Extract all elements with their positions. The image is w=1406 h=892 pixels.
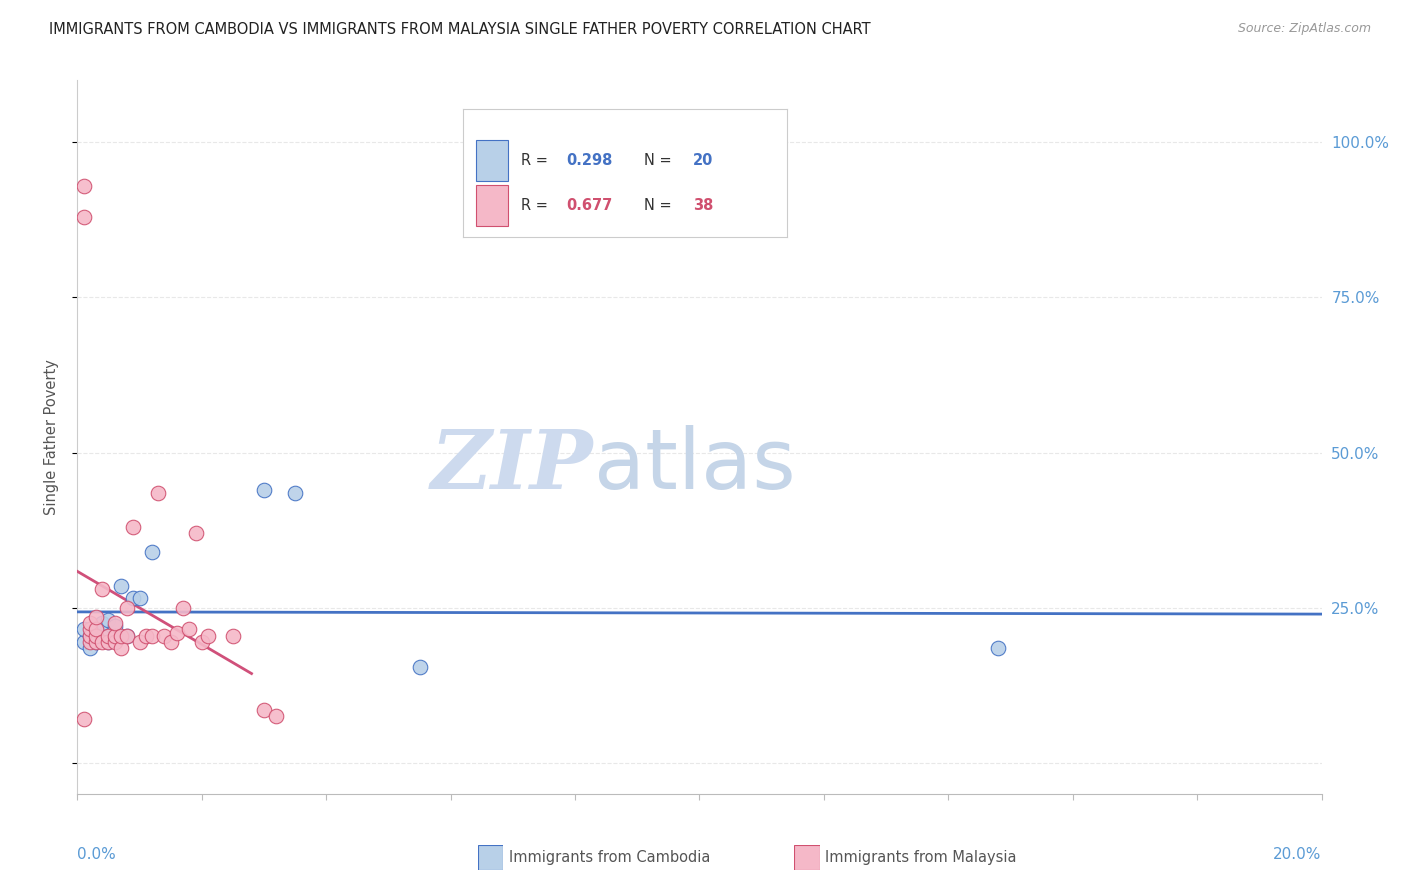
Point bbox=[141, 545, 163, 559]
Point bbox=[159, 635, 181, 649]
Text: Immigrants from Cambodia: Immigrants from Cambodia bbox=[509, 850, 710, 864]
Point bbox=[104, 619, 127, 633]
Point bbox=[179, 623, 201, 637]
Point bbox=[104, 635, 127, 649]
Point bbox=[266, 709, 288, 723]
Text: 20.0%: 20.0% bbox=[1274, 847, 1322, 863]
Point bbox=[153, 629, 176, 643]
Point bbox=[284, 486, 307, 500]
Point bbox=[141, 629, 163, 643]
Point bbox=[72, 178, 94, 193]
Point bbox=[408, 659, 430, 673]
Text: Immigrants from Malaysia: Immigrants from Malaysia bbox=[825, 850, 1017, 864]
Point bbox=[110, 629, 132, 643]
Point bbox=[135, 629, 157, 643]
Point bbox=[110, 579, 132, 593]
Point bbox=[79, 623, 101, 637]
Point bbox=[110, 641, 132, 656]
Point bbox=[97, 635, 120, 649]
Text: atlas: atlas bbox=[593, 425, 796, 506]
Point bbox=[84, 623, 107, 637]
Point bbox=[84, 629, 107, 643]
Point bbox=[128, 591, 150, 606]
Point bbox=[115, 600, 138, 615]
Text: ZIP: ZIP bbox=[432, 425, 593, 506]
Point bbox=[79, 641, 101, 656]
Point bbox=[97, 629, 120, 643]
Point bbox=[97, 635, 120, 649]
Point bbox=[79, 629, 101, 643]
Point bbox=[987, 641, 1010, 656]
Point bbox=[104, 616, 127, 631]
Y-axis label: Single Father Poverty: Single Father Poverty bbox=[44, 359, 59, 515]
Point bbox=[184, 526, 207, 541]
Point bbox=[91, 616, 114, 631]
Point bbox=[72, 210, 94, 224]
Point bbox=[166, 625, 188, 640]
Point bbox=[97, 613, 120, 627]
Point bbox=[79, 616, 101, 631]
Point bbox=[104, 629, 127, 643]
Point bbox=[72, 623, 94, 637]
Point bbox=[91, 635, 114, 649]
Point bbox=[84, 623, 107, 637]
Text: 0.0%: 0.0% bbox=[77, 847, 117, 863]
Point bbox=[115, 629, 138, 643]
Point bbox=[197, 629, 219, 643]
Point bbox=[253, 703, 276, 717]
Point bbox=[79, 629, 101, 643]
Point bbox=[122, 520, 145, 534]
Point bbox=[222, 629, 245, 643]
Point bbox=[128, 635, 150, 649]
Point bbox=[79, 635, 101, 649]
Point bbox=[122, 591, 145, 606]
Text: Source: ZipAtlas.com: Source: ZipAtlas.com bbox=[1237, 22, 1371, 36]
Point bbox=[91, 629, 114, 643]
Point bbox=[72, 713, 94, 727]
Point bbox=[191, 635, 214, 649]
Point bbox=[148, 486, 170, 500]
Point bbox=[72, 635, 94, 649]
Point bbox=[253, 483, 276, 497]
Point bbox=[84, 610, 107, 624]
Point bbox=[115, 629, 138, 643]
Point bbox=[172, 600, 194, 615]
Point bbox=[91, 582, 114, 596]
Point bbox=[84, 635, 107, 649]
Point bbox=[84, 635, 107, 649]
Text: IMMIGRANTS FROM CAMBODIA VS IMMIGRANTS FROM MALAYSIA SINGLE FATHER POVERTY CORRE: IMMIGRANTS FROM CAMBODIA VS IMMIGRANTS F… bbox=[49, 22, 870, 37]
